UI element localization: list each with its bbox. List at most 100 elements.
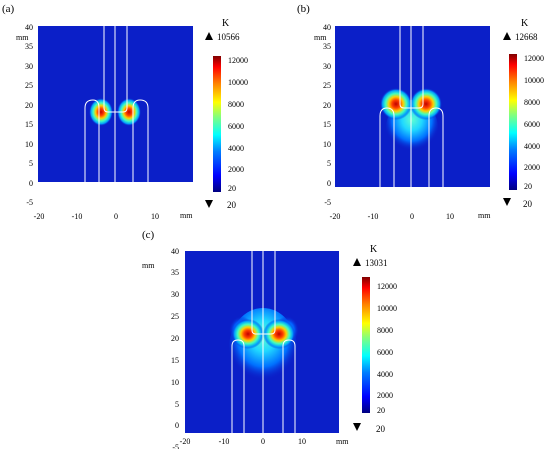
colorbar-tick: 10000	[377, 304, 397, 313]
colorbar-tick: 10000	[524, 76, 544, 85]
min-marker-icon	[503, 198, 511, 206]
colorbar-tick: 12000	[228, 56, 248, 65]
panel-c-figure: (c) mm 40 35 30 25 20 15 10 5 0 -5 -20 -…	[142, 229, 397, 452]
y-tick: 0	[29, 179, 33, 188]
x-tick: -20	[34, 212, 45, 220]
colorbar-tick: 4000	[524, 142, 540, 151]
hot-spot-left	[380, 88, 412, 120]
x-tick: 0	[410, 212, 414, 220]
y-tick: -5	[172, 443, 179, 449]
panel-b: (b) mm 40 35 30 25 20 15 10 5 0 -5 -20 -…	[275, 0, 550, 221]
y-tick: 5	[175, 400, 179, 409]
y-tick: 15	[171, 356, 179, 365]
y-axis-unit: mm	[314, 33, 327, 42]
x-tick-labels: -20 -10 0 10	[180, 437, 306, 446]
colorbar-tick: 12000	[524, 54, 544, 63]
colorbar-tick: 4000	[228, 144, 244, 153]
unit-label: K	[521, 18, 529, 29]
y-axis-unit: mm	[16, 33, 29, 42]
y-tick: 35	[171, 268, 179, 277]
y-tick: 0	[327, 179, 331, 188]
hot-spot-right	[410, 88, 442, 120]
y-tick: 30	[323, 62, 331, 71]
y-tick: 40	[171, 247, 179, 256]
y-tick: 20	[171, 334, 179, 343]
y-tick: -5	[26, 198, 33, 207]
colorbar-tick: 12000	[377, 282, 397, 291]
panel-b-figure: (b) mm 40 35 30 25 20 15 10 5 0 -5 -20 -…	[297, 3, 544, 221]
min-value: 20	[376, 424, 386, 434]
electrode-outline	[231, 251, 296, 433]
panel-label: (b)	[297, 3, 310, 15]
x-tick: -10	[219, 437, 230, 446]
y-tick-labels: 40 35 30 25 20 15 10 5 0 -5	[171, 247, 179, 452]
max-marker-icon	[205, 32, 213, 40]
colorbar-tick: 2000	[524, 163, 540, 172]
colorbar-tick: 6000	[228, 122, 244, 131]
x-tick-labels: -20 -10 0 10	[330, 212, 454, 221]
y-tick: 40	[323, 23, 331, 32]
y-tick: 25	[171, 312, 179, 321]
panel-label: (c)	[142, 229, 155, 241]
x-tick: -20	[180, 437, 191, 446]
colorbar-tick-labels: 12000 10000 8000 6000 4000 2000 20	[228, 56, 248, 193]
y-tick: 15	[25, 120, 33, 129]
y-tick-labels: 40 35 30 25 20 15 10 5 0 -5	[323, 23, 331, 207]
panel-a: (a) mm 40 35 30 25 20 15 10 5 0 -5 -20 -…	[0, 0, 275, 221]
y-tick: -5	[324, 198, 331, 207]
y-tick: 35	[323, 42, 331, 51]
min-value: 20	[523, 199, 533, 209]
colorbar	[362, 277, 370, 413]
x-tick: -10	[368, 212, 379, 220]
colorbar	[509, 54, 517, 190]
colorbar-tick: 6000	[524, 120, 540, 129]
y-tick: 20	[323, 101, 331, 110]
y-tick: 10	[171, 378, 179, 387]
min-value: 20	[227, 200, 237, 210]
y-tick: 25	[323, 81, 331, 90]
hot-spot-right	[117, 98, 141, 126]
x-axis-unit: mm	[336, 437, 349, 446]
x-tick: -10	[72, 212, 83, 220]
colorbar-tick: 2000	[377, 391, 393, 400]
colorbar-tick: 8000	[377, 326, 393, 335]
max-value: 10566	[217, 32, 240, 42]
colorbar-tick: 2000	[228, 165, 244, 174]
x-tick: -20	[330, 212, 341, 220]
max-marker-icon	[503, 32, 511, 40]
electrode-outline	[84, 26, 149, 182]
min-marker-icon	[353, 423, 361, 431]
x-tick: 10	[151, 212, 159, 220]
colorbar-tick: 20	[524, 182, 532, 191]
hot-spot-right	[263, 319, 295, 349]
y-tick: 30	[25, 62, 33, 71]
electrode-outline	[379, 26, 444, 187]
x-tick: 10	[446, 212, 454, 220]
colorbar-tick: 20	[228, 184, 236, 193]
y-tick: 20	[25, 101, 33, 110]
max-marker-icon	[353, 258, 361, 266]
y-tick: 15	[323, 120, 331, 129]
y-tick: 25	[25, 81, 33, 90]
colorbar-tick-labels: 12000 10000 8000 6000 4000 2000 20	[524, 54, 544, 191]
y-tick: 30	[171, 290, 179, 299]
y-tick: 40	[25, 23, 33, 32]
colorbar-tick: 6000	[377, 348, 393, 357]
y-axis-unit: mm	[142, 261, 155, 270]
panel-c: (c) mm 40 35 30 25 20 15 10 5 0 -5 -20 -…	[140, 226, 415, 452]
colorbar-tick: 4000	[377, 370, 393, 379]
max-value: 13031	[365, 258, 388, 268]
colorbar-tick: 20	[377, 406, 385, 415]
hot-spot-left	[89, 98, 113, 126]
colorbar-tick: 8000	[228, 100, 244, 109]
colorbar-tick-labels: 12000 10000 8000 6000 4000 2000 20	[377, 282, 397, 415]
unit-label: K	[370, 244, 378, 255]
y-tick: 35	[25, 42, 33, 51]
min-marker-icon	[205, 200, 213, 208]
panel-a-figure: (a) mm 40 35 30 25 20 15 10 5 0 -5 -20 -…	[2, 3, 248, 221]
y-tick: 5	[327, 159, 331, 168]
panel-label: (a)	[2, 3, 15, 15]
max-value: 12668	[515, 32, 538, 42]
y-tick: 0	[175, 421, 179, 430]
y-tick: 10	[323, 140, 331, 149]
